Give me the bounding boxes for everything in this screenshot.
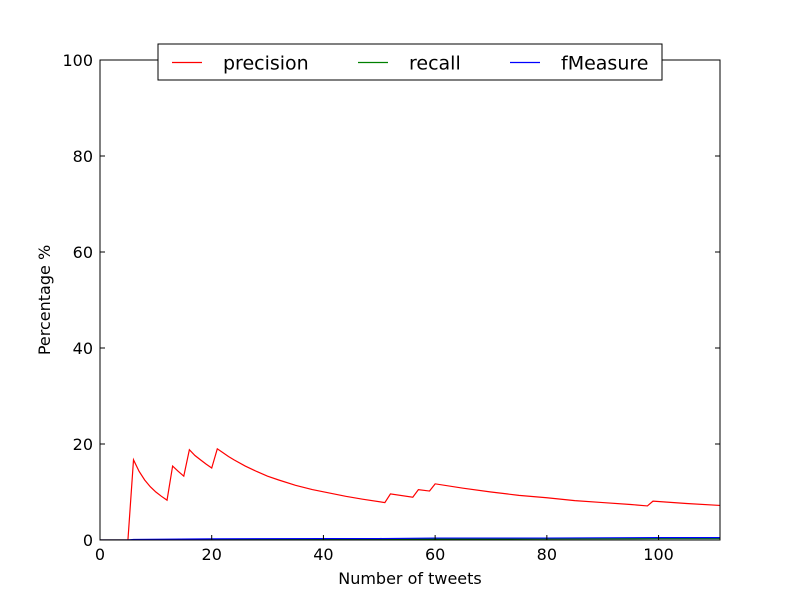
x-tick-label: 20 <box>202 545 222 564</box>
axis-ticks: 0 20 40 60 80 100 0 20 40 60 80 100 <box>62 51 720 564</box>
y-tick-label: 80 <box>73 147 93 166</box>
legend-label-recall: recall <box>409 53 461 75</box>
y-axis-label: Percentage % <box>35 245 54 355</box>
y-tick-label: 0 <box>83 531 93 550</box>
x-axis-label: Number of tweets <box>338 569 482 588</box>
y-tick-label: 20 <box>73 435 93 454</box>
x-tick-label: 80 <box>537 545 557 564</box>
x-tick-label: 100 <box>643 545 674 564</box>
y-tick-label: 40 <box>73 339 93 358</box>
y-tick-label: 100 <box>62 51 93 70</box>
x-tick-label: 40 <box>313 545 333 564</box>
series-line-precision <box>100 447 720 540</box>
legend: precision recall fMeasure <box>157 43 663 81</box>
legend-box <box>157 43 663 81</box>
plot-frame <box>99 59 721 541</box>
x-tick-label: 0 <box>95 545 105 564</box>
x-tick-label: 60 <box>425 545 445 564</box>
legend-label-fmeasure: fMeasure <box>561 53 648 75</box>
legend-label-precision: precision <box>223 53 309 75</box>
series-lines <box>100 447 720 540</box>
y-tick-label: 60 <box>73 243 93 262</box>
